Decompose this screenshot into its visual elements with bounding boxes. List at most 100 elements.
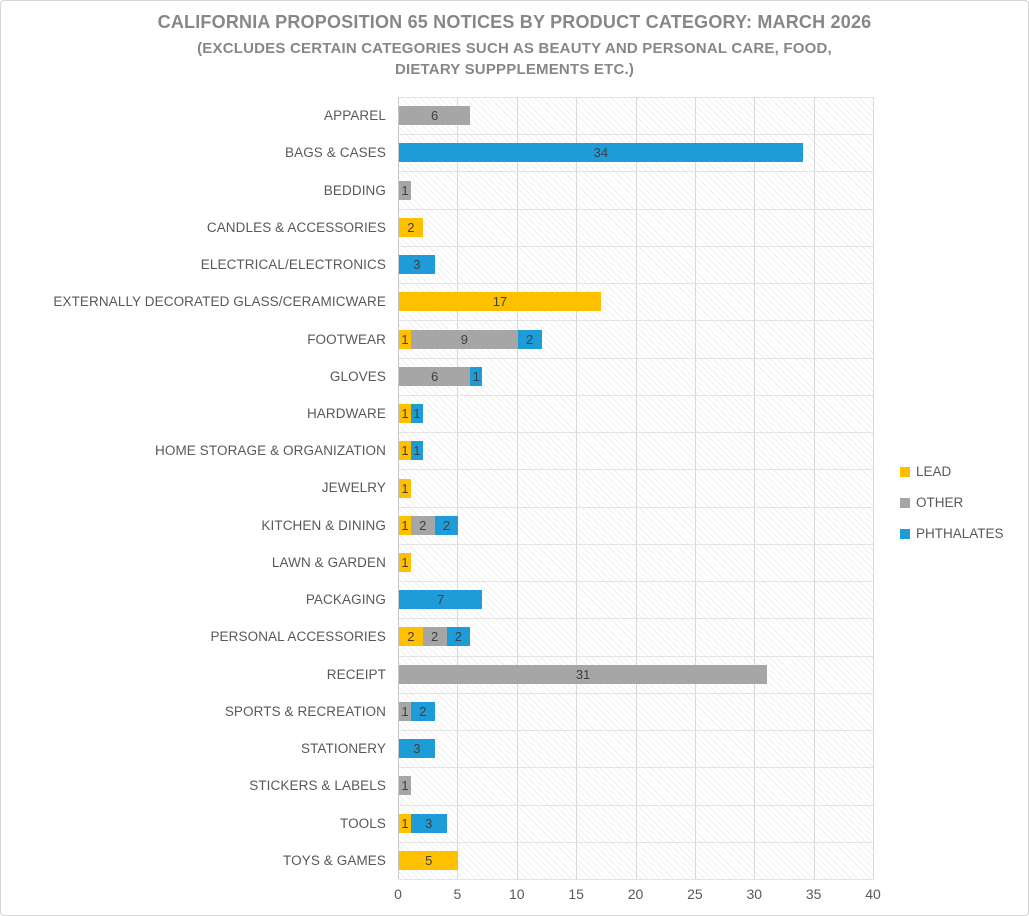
gridline-vertical [457, 97, 458, 879]
bar-segment-lead: 2 [399, 627, 423, 647]
bar-segment-phthalates: 2 [434, 515, 459, 535]
plot-area: 6 34 1 2 3 17 1 9 2 6 1 1 1 1 1 1 1 2 2 1 7 2 2 2 31 1 2 3 1 1 3 5 [398, 97, 874, 880]
x-axis-tick-label: 15 [568, 886, 584, 902]
x-axis-tick-label: 10 [508, 886, 525, 902]
category-label: JEWELRY [321, 480, 386, 496]
bar-value-label: 2 [454, 629, 462, 645]
bar-value-label: 1 [413, 443, 421, 459]
category-label: HOME STORAGE & ORGANIZATION [155, 443, 386, 459]
bar-value-label: 1 [401, 331, 409, 347]
bar-segment-other: 2 [422, 627, 447, 647]
bar-segment-other: 6 [399, 366, 471, 386]
category-label: KITCHEN & DINING [261, 517, 386, 533]
bar-value-label: 1 [401, 480, 409, 496]
category-label: LAWN & GARDEN [271, 554, 386, 570]
bar-segment-other: 1 [399, 701, 411, 721]
bar-value-label: 17 [492, 294, 508, 310]
bar-value-label: 3 [413, 257, 421, 273]
bar-segment-other: 1 [399, 180, 411, 200]
bar-segment-lead: 17 [399, 292, 601, 312]
gridline-vertical [873, 97, 874, 879]
bar-value-label: 3 [425, 815, 433, 831]
chart-title: CALIFORNIA PROPOSITION 65 NOTICES BY PRO… [157, 12, 872, 32]
bar-segment-lead: 1 [399, 441, 411, 461]
bar-segment-lead: 1 [399, 813, 411, 833]
bar-segment-phthalates: 3 [399, 739, 435, 759]
bar-segment-phthalates: 34 [399, 143, 803, 163]
bar-value-label: 1 [401, 778, 409, 794]
legend-item-lead: LEAD [900, 462, 1004, 481]
bar-value-label: 3 [413, 741, 421, 757]
bar-value-label: 6 [431, 368, 439, 384]
bar-value-label: 6 [431, 108, 439, 124]
bar-value-label: 1 [401, 815, 409, 831]
category-label: EXTERNALLY DECORATED GLASS/CERAMICWARE [53, 294, 386, 310]
bar-value-label: 2 [407, 629, 415, 645]
legend-label: PHTHALATES [916, 526, 1004, 541]
legend-label: LEAD [916, 464, 952, 479]
bar-value-label: 5 [425, 852, 433, 868]
bar-segment-lead: 1 [399, 515, 411, 535]
x-axis-tick-label: 40 [865, 886, 881, 902]
legend-label: OTHER [916, 495, 964, 510]
legend-item-phthalates: PHTHALATES [900, 524, 1004, 543]
bar-value-label: 1 [401, 554, 409, 570]
bar-value-label: 1 [401, 517, 409, 533]
bar-segment-phthalates: 3 [410, 813, 447, 833]
bar-segment-other: 31 [399, 664, 768, 684]
bar-value-label: 1 [401, 406, 409, 422]
category-label: TOOLS [339, 815, 386, 831]
bar-value-label: 1 [413, 406, 421, 422]
category-label: ELECTRICAL/ELECTRONICS [200, 257, 386, 273]
gridline-horizontal [399, 879, 874, 880]
bar-segment-other: 6 [399, 106, 471, 126]
category-label: STATIONERY [300, 741, 386, 757]
category-label: APPAREL [324, 108, 386, 124]
legend-item-other: OTHER [900, 493, 1004, 512]
bar-value-label: 1 [401, 443, 409, 459]
category-label: STICKERS & LABELS [249, 778, 386, 794]
category-label: TOYS & GAMES [283, 852, 386, 868]
bar-segment-lead: 5 [399, 850, 459, 870]
bar-segment-phthalates: 3 [399, 255, 435, 275]
bar-segment-other: 9 [410, 329, 518, 349]
bar-segment-lead: 1 [399, 478, 411, 498]
bar-value-label: 9 [460, 331, 468, 347]
x-axis-tick-label: 35 [805, 886, 822, 902]
x-axis-tick-label: 25 [687, 886, 703, 902]
bar-segment-other: 1 [399, 776, 411, 796]
gridline-vertical [754, 97, 755, 879]
x-axis-tick-label: 5 [453, 886, 462, 902]
bar-segment-phthalates: 1 [410, 441, 423, 461]
category-label: BEDDING [323, 182, 386, 198]
bar-segment-lead: 1 [399, 329, 411, 349]
x-axis-tick-label: 20 [627, 886, 644, 902]
category-label: HARDWARE [306, 406, 386, 421]
bar-segment-phthalates: 2 [517, 329, 542, 349]
gridline-vertical [636, 97, 637, 879]
bar-value-label: 2 [526, 331, 534, 347]
legend: LEAD OTHER PHTHALATES [900, 462, 1004, 555]
gridline-vertical [695, 97, 696, 879]
bar-segment-phthalates: 1 [470, 366, 483, 386]
category-label: RECEIPT [326, 666, 386, 682]
bar-value-label: 2 [442, 517, 451, 533]
bar-segment-phthalates: 1 [410, 404, 423, 424]
category-label: FOOTWEAR [307, 331, 386, 347]
bar-segment-phthalates: 2 [446, 627, 471, 647]
bar-value-label: 2 [419, 517, 427, 533]
chart-subtitle: (EXCLUDES CERTAIN CATEGORIES SUCH AS BEA… [197, 40, 832, 78]
bar-value-label: 7 [436, 592, 445, 608]
gridline-vertical [814, 97, 815, 879]
bar-value-label: 2 [431, 629, 439, 645]
legend-swatch-lead [900, 466, 910, 477]
x-axis-tick-label: 0 [394, 886, 402, 902]
category-label: CANDLES & ACCESSORIES [206, 219, 386, 235]
gridline-vertical [517, 97, 518, 879]
bar-segment-lead: 2 [399, 217, 423, 237]
bar-segment-lead: 1 [399, 404, 411, 424]
bar-segment-other: 2 [410, 515, 435, 535]
bar-segment-lead: 1 [399, 552, 411, 572]
bar-value-label: 31 [575, 666, 591, 682]
